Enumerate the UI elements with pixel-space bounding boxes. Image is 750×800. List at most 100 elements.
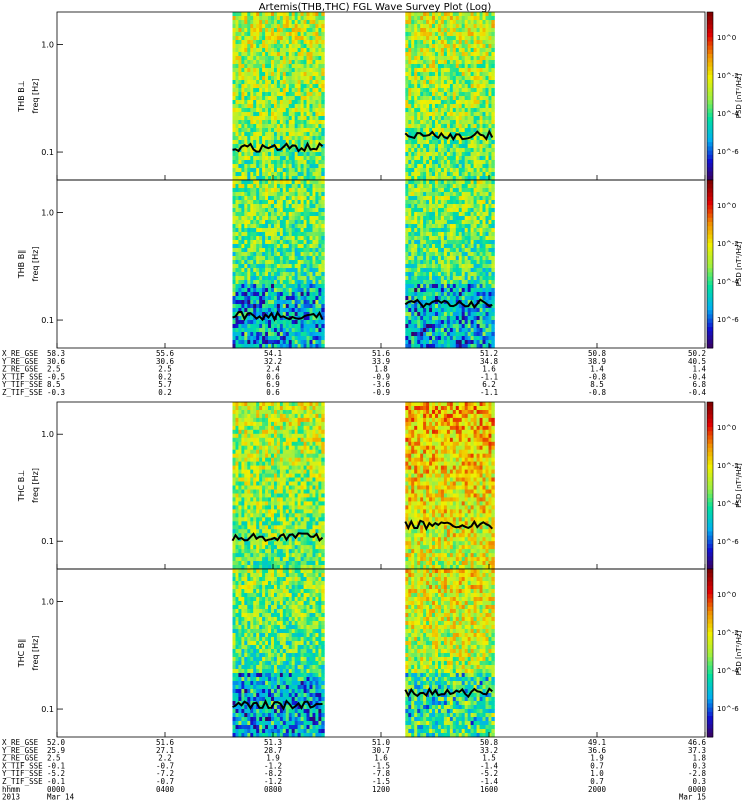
- spectrogram-cell: [438, 196, 442, 201]
- spectrogram-cell: [464, 28, 469, 33]
- spectrogram-cell: [235, 140, 239, 145]
- spectrogram-cell: [285, 332, 290, 337]
- spectrogram-cell: [276, 304, 281, 309]
- spectrogram-cell: [241, 152, 245, 157]
- spectrogram-cell: [473, 336, 477, 341]
- spectrogram-cell: [452, 212, 457, 217]
- spectrogram-cell: [464, 188, 469, 193]
- spectrogram-cell: [291, 12, 296, 17]
- spectrogram-cell: [321, 204, 325, 209]
- spectrogram-cell: [405, 244, 409, 249]
- spectrogram-cell: [438, 88, 442, 93]
- spectrogram-cell: [458, 100, 463, 105]
- spectrogram-cell: [414, 292, 418, 297]
- spectrogram-cell: [274, 332, 278, 337]
- spectrogram-cell: [250, 292, 254, 297]
- spectrogram-cell: [470, 88, 474, 93]
- spectrogram-cell: [432, 120, 436, 125]
- spectrogram-cell: [291, 244, 296, 249]
- spectrogram-cell: [443, 192, 448, 197]
- spectrogram-cell: [309, 344, 313, 349]
- spectrogram-cell: [312, 248, 316, 253]
- spectrogram-cell: [232, 40, 236, 45]
- spectrogram-cell: [256, 312, 260, 317]
- spectrogram-cell: [241, 100, 245, 105]
- spectrogram-cell: [294, 84, 299, 89]
- spectrogram-cell: [461, 264, 466, 269]
- spectrogram-cell: [265, 276, 269, 281]
- spectrogram-cell: [321, 108, 325, 113]
- spectrogram-cell: [282, 204, 287, 209]
- spectrogram-cell: [411, 244, 415, 249]
- spectrogram-cell: [232, 120, 236, 125]
- spectrogram-cell: [256, 112, 260, 117]
- spectrogram-cell: [232, 172, 236, 177]
- spectrogram-cell: [256, 12, 260, 17]
- spectrogram-cell: [271, 136, 275, 141]
- spectrogram-cell: [285, 172, 290, 177]
- spectrogram-cell: [432, 68, 436, 73]
- spectrogram-cell: [464, 96, 469, 101]
- spectrogram-cell: [420, 60, 424, 65]
- spectrogram-cell: [276, 344, 281, 349]
- spectrogram-cell: [458, 308, 463, 313]
- spectrogram-cell: [315, 336, 319, 341]
- spectrogram-cell: [315, 28, 319, 33]
- spectrogram-cell: [274, 276, 278, 281]
- spectrogram-cell: [253, 344, 257, 349]
- spectrogram-cell: [250, 204, 254, 209]
- spectrogram-cell: [417, 328, 421, 333]
- spectrogram-cell: [435, 128, 439, 133]
- spectrogram-cell: [405, 76, 409, 81]
- spectrogram-cell: [262, 340, 266, 345]
- spectrogram-cell: [432, 272, 436, 277]
- spectrogram-cell: [321, 248, 325, 253]
- spectrogram-cell: [247, 20, 251, 25]
- spectrogram-cell: [461, 68, 466, 73]
- spectrogram-cell: [432, 52, 436, 57]
- spectrogram-cell: [244, 76, 248, 81]
- spectrogram-cell: [235, 24, 239, 29]
- spectrogram-cell: [461, 164, 466, 169]
- spectrogram-cell: [259, 192, 263, 197]
- spectrogram-cell: [467, 248, 472, 253]
- spectrogram-cell: [303, 184, 307, 189]
- spectrogram-cell: [274, 128, 278, 133]
- spectrogram-cell: [467, 328, 472, 333]
- spectrogram-cell: [476, 32, 480, 37]
- spectrogram-cell: [262, 220, 266, 225]
- spectrogram-cell: [297, 152, 301, 157]
- spectrogram-cell: [238, 24, 242, 29]
- spectrogram-cell: [256, 244, 260, 249]
- spectrogram-cell: [476, 248, 480, 253]
- spectrogram-cell: [426, 24, 430, 29]
- spectrogram-cell: [417, 180, 421, 185]
- spectrogram-cell: [265, 132, 269, 137]
- spectrogram-cell: [438, 308, 442, 313]
- spectrogram-cell: [276, 128, 281, 133]
- spectrogram-cell: [476, 244, 480, 249]
- spectrogram-cell: [297, 308, 301, 313]
- spectrogram-cell: [238, 224, 242, 229]
- spectrogram-cell: [274, 232, 278, 237]
- spectrogram-cell: [449, 16, 454, 21]
- spectrogram-cell: [265, 264, 269, 269]
- spectrogram-cell: [241, 200, 245, 205]
- spectrogram-cell: [443, 32, 448, 37]
- spectrogram-cell: [414, 128, 418, 133]
- spectrogram-cell: [426, 304, 430, 309]
- spectrogram-cell: [291, 164, 296, 169]
- spectrogram-cell: [479, 192, 483, 197]
- spectrogram-cell: [297, 164, 301, 169]
- spectrogram-cell: [435, 200, 439, 205]
- spectrogram-cell: [276, 132, 281, 137]
- spectrogram-cell: [241, 172, 245, 177]
- spectrogram-cell: [312, 300, 316, 305]
- spectrogram-cell: [309, 316, 313, 321]
- spectrogram-cell: [306, 204, 310, 209]
- spectrogram-cell: [285, 124, 290, 129]
- spectrogram-cell: [238, 144, 242, 149]
- spectrogram-cell: [250, 248, 254, 253]
- spectrogram-cell: [265, 308, 269, 313]
- spectrogram-cell: [420, 52, 424, 57]
